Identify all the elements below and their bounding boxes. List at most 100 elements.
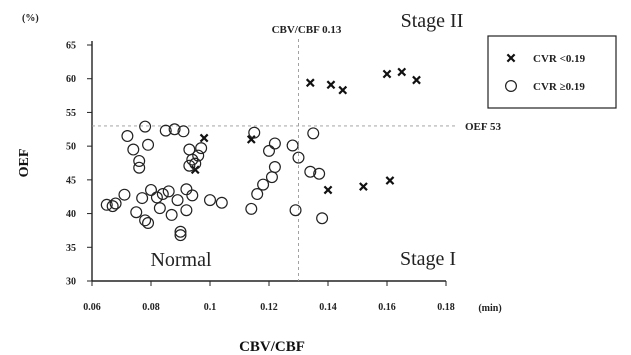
cross-stroke	[359, 182, 368, 191]
cross-stroke	[246, 135, 256, 144]
circle-marker-point	[174, 225, 187, 238]
circle-marker-point	[177, 125, 190, 138]
circle-marker-point	[153, 202, 166, 215]
y-unit-label: (%)	[22, 13, 39, 24]
circle-marker-point	[304, 165, 317, 178]
x-tick-label: 0.08	[142, 302, 160, 313]
circle-marker-point	[136, 192, 149, 205]
cross-marker-point	[397, 67, 407, 77]
circle-marker-point	[133, 161, 146, 174]
axis-ticks: 30 35 40 45 50 55 60 65 0.06 0.08 0.1 0.12 0.14 0.16 0…	[66, 41, 455, 314]
circle-marker-point	[316, 212, 329, 225]
y-tick-label: 40	[66, 209, 76, 220]
x-tick-label: 0.06	[83, 302, 101, 313]
circle-marker-point	[251, 188, 264, 201]
cross-stroke	[190, 165, 200, 175]
cross-marker-point	[412, 75, 421, 85]
legend-cross-icon	[506, 53, 516, 63]
x-tick-label: 0.1	[204, 302, 217, 313]
circle-marker-point	[100, 198, 113, 211]
cross-marker-point	[359, 182, 368, 191]
x-tick-label: 0.18	[437, 302, 455, 313]
circle-marker-point	[183, 159, 196, 172]
circle-marker-point	[106, 200, 119, 213]
circle-marker-point	[263, 144, 276, 157]
stage-ii-label: Stage II	[401, 10, 464, 32]
circle-marker-point	[289, 204, 302, 217]
x-tick-label: 0.12	[260, 302, 278, 313]
cross-stroke	[323, 185, 333, 195]
circle-marker-point	[180, 204, 193, 217]
circle-marker-point	[142, 138, 155, 151]
circle-marker-point	[204, 194, 217, 207]
cross-marker-point	[338, 85, 348, 95]
legend-circle-icon	[505, 79, 518, 92]
oef-threshold-label: OEF 53	[465, 121, 501, 133]
legend: CVR <0.19 CVR ≥0.19	[487, 35, 617, 109]
cross-stroke	[326, 80, 336, 90]
cross-stroke	[305, 78, 315, 88]
circle-marker-point	[268, 137, 281, 150]
circle-marker-point	[156, 188, 169, 201]
circle-marker-point	[139, 214, 152, 227]
circle-marker-point	[162, 185, 175, 198]
y-tick-label: 45	[66, 175, 76, 186]
circle-marker-point	[168, 123, 181, 136]
circle-marker-point	[121, 130, 134, 143]
circle-marker-point	[286, 139, 299, 152]
y-axis-title: OEF	[17, 149, 32, 178]
circle-marker-point	[171, 194, 184, 207]
legend-box	[487, 35, 617, 109]
circle-marker-point	[268, 161, 281, 174]
cross-stroke	[382, 69, 392, 79]
cross-marker-point	[382, 69, 392, 79]
cross-stroke	[506, 53, 516, 63]
circle-marker-point	[133, 154, 146, 167]
stage-i-label: Stage I	[400, 248, 456, 270]
cross-marker-point	[190, 165, 200, 175]
cross-stroke	[385, 176, 395, 185]
circle-marker-point	[313, 167, 326, 180]
circle-marker-point	[142, 217, 155, 230]
cross-marker-point	[323, 185, 333, 195]
circle-marker-point	[257, 178, 270, 191]
circle-marker-point	[118, 188, 131, 201]
legend-label: CVR <0.19	[533, 53, 586, 65]
reference-lines: CBV/CBF 0.13 OEF 53	[92, 24, 501, 281]
x-axis-title: CBV/CBF	[239, 339, 305, 355]
y-tick-label: 30	[66, 277, 76, 288]
circle-marker-point	[159, 124, 172, 137]
x-unit-label: (min)	[478, 303, 501, 314]
circle-marker-point	[186, 153, 199, 166]
circle-marker-point	[150, 191, 163, 204]
circle-marker-point	[265, 171, 278, 184]
normal-label: Normal	[150, 249, 212, 271]
x-tick-label: 0.16	[378, 302, 396, 313]
circle-marker-point	[192, 149, 205, 162]
y-tick-label: 60	[66, 74, 76, 85]
y-tick-label: 50	[66, 142, 76, 153]
data-points	[100, 67, 421, 242]
circle-marker-point	[139, 120, 152, 133]
circle-marker-point	[180, 183, 193, 196]
circle-marker-point	[165, 208, 178, 221]
cross-marker-point	[199, 133, 209, 143]
circle-marker-point	[174, 229, 187, 242]
circle-marker-point	[127, 143, 140, 156]
cross-marker-point	[305, 78, 315, 88]
cross-stroke	[199, 133, 209, 143]
circle-marker-point	[248, 126, 261, 139]
cross-marker-point	[385, 176, 395, 185]
y-tick-label: 65	[66, 41, 76, 52]
circle-marker-point	[130, 206, 143, 219]
y-tick-label: 55	[66, 108, 76, 119]
circle-marker-point	[189, 157, 202, 170]
cross-marker-point	[326, 80, 336, 90]
cross-marker-point	[246, 135, 256, 144]
cross-stroke	[338, 85, 348, 95]
circle-marker-point	[195, 142, 208, 155]
circle-marker-point	[145, 183, 158, 196]
chart-labels: (%) OEF (min) CBV/CBF Stage II Normal Stage I	[17, 10, 502, 355]
x-tick-label: 0.14	[319, 302, 337, 313]
